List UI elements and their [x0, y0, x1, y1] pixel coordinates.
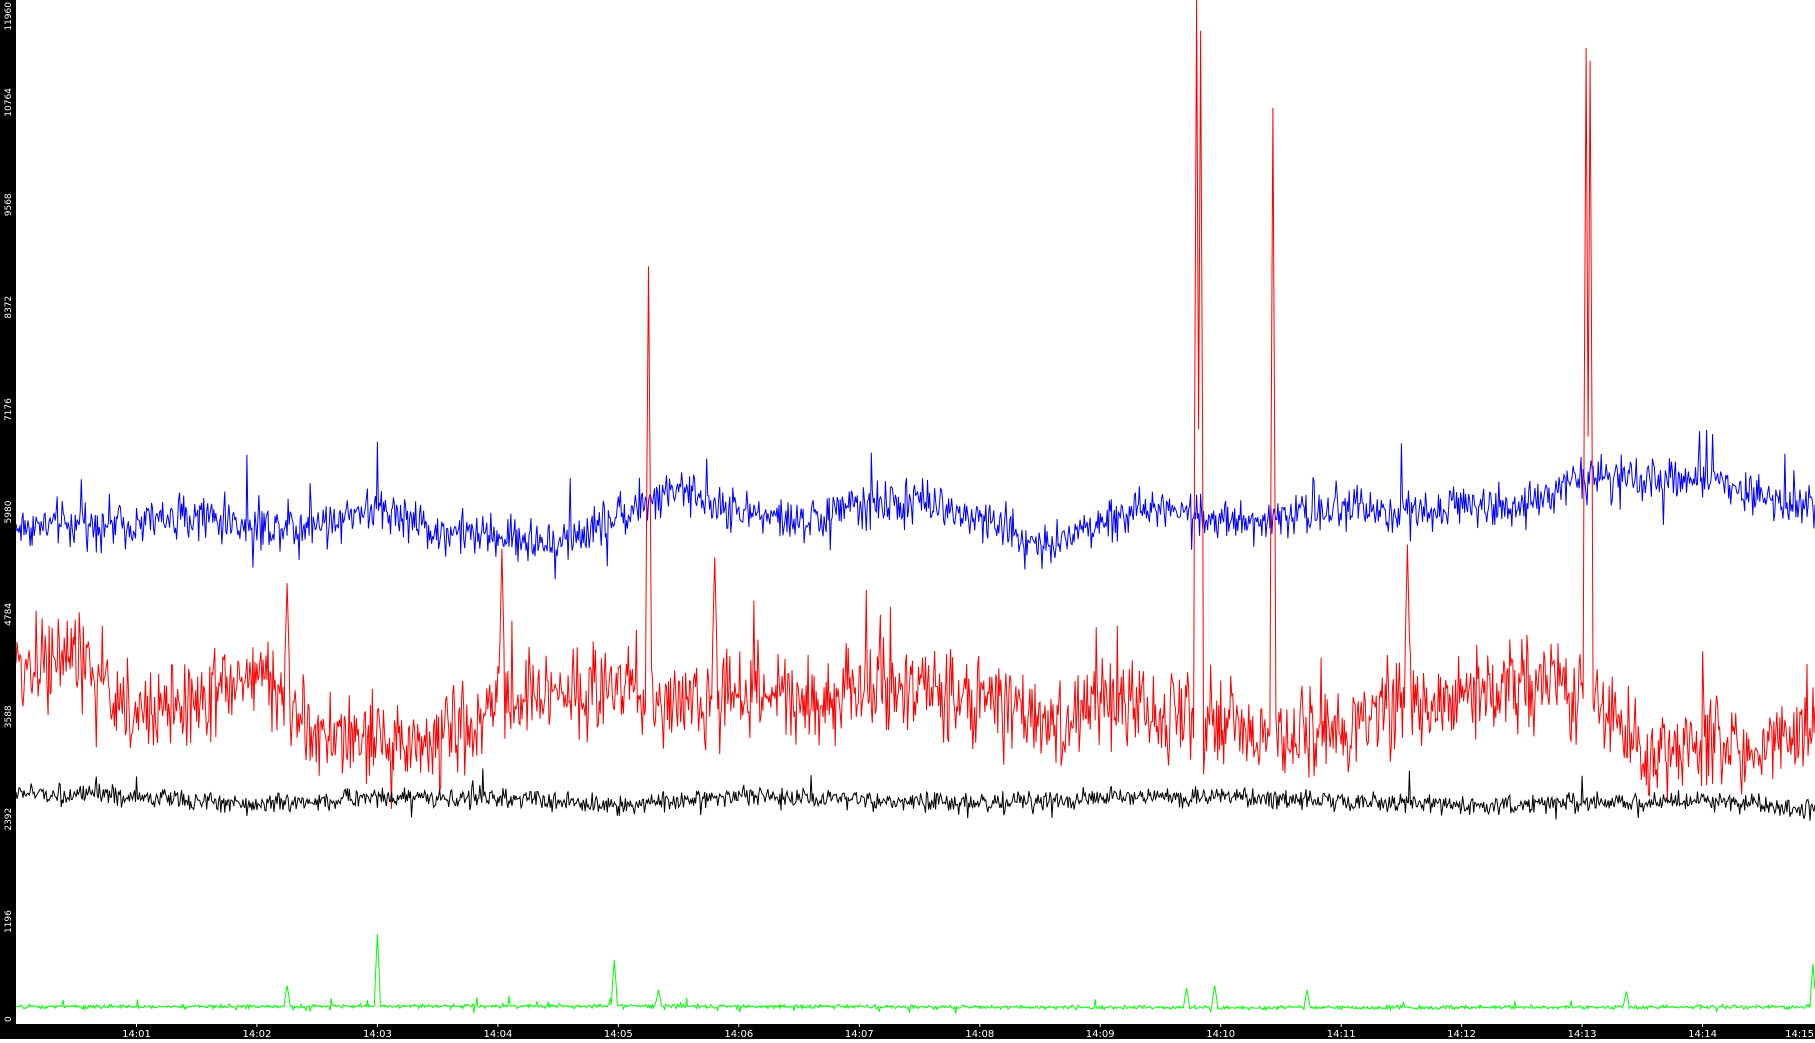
- y-tick-label: 10764: [4, 88, 14, 117]
- x-tick-label: 14:12: [1447, 1029, 1476, 1039]
- x-axis-bar: [0, 1024, 1815, 1039]
- x-tick-label: 14:15: [1785, 1029, 1814, 1039]
- y-axis-ticks: 0 1196 2392 3588 4784 5980 7176 8372 9568 10764 11…: [4, 2, 14, 1022]
- x-tick-label: 14:10: [1206, 1029, 1235, 1039]
- series-line-1: [15, 429, 1815, 580]
- x-tick-label: 14:03: [363, 1029, 392, 1039]
- x-tick-label: 14:13: [1568, 1029, 1597, 1039]
- series-line-3: [15, 768, 1815, 821]
- series-line-4: [15, 934, 1815, 1014]
- y-tick-label: 7176: [4, 398, 14, 421]
- x-tick-label: 14:09: [1086, 1029, 1115, 1039]
- x-tick-label: 14:04: [483, 1029, 512, 1039]
- x-tick-label: 14:08: [965, 1029, 994, 1039]
- y-tick-label: 9568: [4, 193, 14, 216]
- x-tick-label: 14:06: [724, 1029, 753, 1039]
- x-tick-label: 14:14: [1688, 1029, 1717, 1039]
- y-tick-label: 8372: [4, 296, 14, 319]
- y-tick-label: 5980: [4, 500, 14, 523]
- y-tick-label: 11960: [4, 2, 14, 31]
- y-tick-label: 4784: [4, 603, 14, 626]
- x-tick-label: 14:07: [845, 1029, 874, 1039]
- y-axis-bar: [0, 0, 16, 1024]
- y-tick-label: 0: [4, 1016, 14, 1022]
- y-tick-label: 2392: [4, 808, 14, 831]
- y-tick-label: 3588: [4, 705, 14, 728]
- x-tick-label: 14:02: [242, 1029, 271, 1039]
- series-layer: [15, 0, 1815, 1014]
- x-tick-label: 14:01: [122, 1029, 151, 1039]
- y-tick-label: 1196: [4, 910, 14, 933]
- x-axis-ticks: 14:01 14:02 14:03 14:04 14:05 14:06 14:07 14:08…: [122, 1024, 1814, 1040]
- x-tick-label: 14:11: [1327, 1029, 1356, 1039]
- x-tick-label: 14:05: [604, 1029, 633, 1039]
- series-line-2: [15, 0, 1815, 809]
